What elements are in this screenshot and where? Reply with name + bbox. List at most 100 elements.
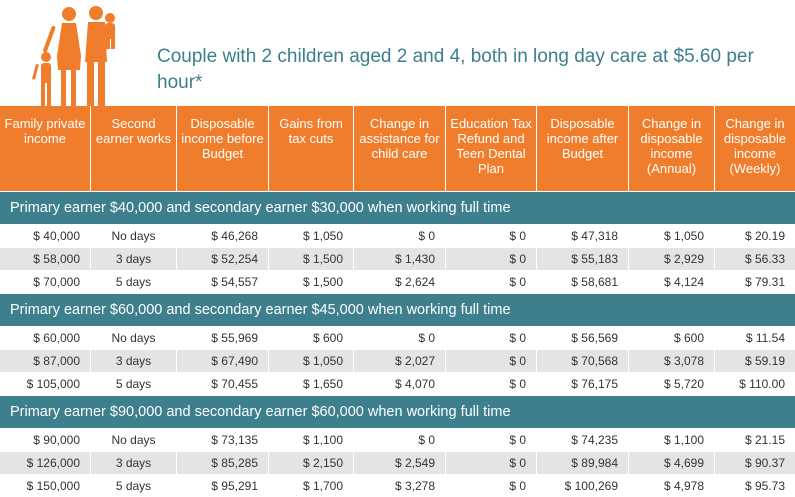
table-cell: $ 0 <box>353 224 445 247</box>
table-cell: $ 1,650 <box>268 372 353 395</box>
table-row: $ 60,000 No days $ 55,969 $ 600 $ 0 $ 0 $ 56,5… <box>0 326 795 349</box>
table-row: $ 150,000 5 days $ 95,291 $ 1,700 $ 3,278 $ 0… <box>0 474 795 497</box>
header-area: Couple with 2 children aged 2 and 4, bot… <box>0 0 795 106</box>
table-cell: $ 55,969 <box>176 326 268 349</box>
table-row: $ 87,000 3 days $ 67,490 $ 1,050 $ 2,027 $ 0 $… <box>0 349 795 372</box>
table-cell: $ 58,681 <box>536 270 628 293</box>
table-cell: $ 105,000 <box>0 372 90 395</box>
table-cell: $ 56,569 <box>536 326 628 349</box>
table-cell: $ 74,235 <box>536 428 628 451</box>
table-cell: $ 79.31 <box>714 270 795 293</box>
table-cell: $ 90.37 <box>714 451 795 474</box>
table-cell: $ 95,291 <box>176 474 268 497</box>
table-cell: $ 4,978 <box>628 474 714 497</box>
col-header: Gains from tax cuts <box>268 106 353 191</box>
table-cell: $ 3,278 <box>353 474 445 497</box>
family-silhouette-icon <box>32 6 115 106</box>
table-cell: $ 59.19 <box>714 349 795 372</box>
col-header: Change in disposable income (Annual) <box>628 106 714 191</box>
table-cell: 5 days <box>90 270 176 293</box>
table-cell: $ 1,500 <box>268 270 353 293</box>
table-cell: $ 110.00 <box>714 372 795 395</box>
table-cell: $ 90,000 <box>0 428 90 451</box>
table-cell: $ 4,124 <box>628 270 714 293</box>
col-header: Second earner works <box>90 106 176 191</box>
table-cell: $ 1,500 <box>268 247 353 270</box>
table-cell: $ 54,557 <box>176 270 268 293</box>
table-cell: $ 1,050 <box>268 224 353 247</box>
table-cell: $ 11.54 <box>714 326 795 349</box>
table-cell: $ 1,430 <box>353 247 445 270</box>
table-cell: $ 56.33 <box>714 247 795 270</box>
table-cell: $ 85,285 <box>176 451 268 474</box>
table-cell: $ 0 <box>445 224 536 247</box>
table-cell: $ 600 <box>628 326 714 349</box>
table-cell: $ 67,490 <box>176 349 268 372</box>
table-cell: $ 55,183 <box>536 247 628 270</box>
table-cell: $ 60,000 <box>0 326 90 349</box>
table-cell: $ 1,700 <box>268 474 353 497</box>
table-cell: $ 46,268 <box>176 224 268 247</box>
table-cell: 3 days <box>90 451 176 474</box>
table-cell: $ 2,027 <box>353 349 445 372</box>
group-header-row: Primary earner $40,000 and secondary ear… <box>0 191 795 224</box>
table-cell: $ 600 <box>268 326 353 349</box>
table-cell: $ 1,050 <box>628 224 714 247</box>
col-header: Family private income <box>0 106 90 191</box>
table-cell: $ 0 <box>445 451 536 474</box>
col-header: Change in disposable income (Weekly) <box>714 106 795 191</box>
table-cell: $ 3,078 <box>628 349 714 372</box>
col-header: Disposable income before Budget <box>176 106 268 191</box>
table-cell: $ 4,699 <box>628 451 714 474</box>
group-header-row: Primary earner $60,000 and secondary ear… <box>0 293 795 326</box>
table-cell: $ 2,929 <box>628 247 714 270</box>
table-cell: $ 1,100 <box>628 428 714 451</box>
table-cell: No days <box>90 224 176 247</box>
table-cell: No days <box>90 326 176 349</box>
table-cell: 5 days <box>90 474 176 497</box>
table-cell: $ 0 <box>445 349 536 372</box>
table-cell: $ 126,000 <box>0 451 90 474</box>
table-cell: 3 days <box>90 349 176 372</box>
table-cell: $ 73,135 <box>176 428 268 451</box>
table-cell: $ 4,070 <box>353 372 445 395</box>
table-cell: $ 52,254 <box>176 247 268 270</box>
table-cell: 3 days <box>90 247 176 270</box>
table-cell: $ 5,720 <box>628 372 714 395</box>
table-row: $ 58,000 3 days $ 52,254 $ 1,500 $ 1,430 $ 0 $… <box>0 247 795 270</box>
table-cell: $ 0 <box>445 247 536 270</box>
table-row: $ 90,000 No days $ 73,135 $ 1,100 $ 0 $ 0 $ 74… <box>0 428 795 451</box>
table-cell: 5 days <box>90 372 176 395</box>
table-cell: $ 0 <box>353 326 445 349</box>
table-row: $ 126,000 3 days $ 85,285 $ 2,150 $ 2,549 $ 0… <box>0 451 795 474</box>
table-cell: $ 2,549 <box>353 451 445 474</box>
table-cell: $ 40,000 <box>0 224 90 247</box>
table-cell: $ 2,624 <box>353 270 445 293</box>
page-title: Couple with 2 children aged 2 and 4, bot… <box>157 46 754 93</box>
table-cell: $ 70,455 <box>176 372 268 395</box>
table-cell: $ 100,269 <box>536 474 628 497</box>
group-label: Primary earner $90,000 and secondary ear… <box>0 395 795 428</box>
table-cell: $ 1,050 <box>268 349 353 372</box>
group-label: Primary earner $40,000 and secondary ear… <box>0 191 795 224</box>
budget-table: Family private income Second earner work… <box>0 106 795 497</box>
table-cell: $ 87,000 <box>0 349 90 372</box>
col-header: Disposable income after Budget <box>536 106 628 191</box>
table-cell: $ 89,984 <box>536 451 628 474</box>
table-cell: $ 58,000 <box>0 247 90 270</box>
table-cell: $ 0 <box>445 270 536 293</box>
table-cell: No days <box>90 428 176 451</box>
group-header-row: Primary earner $90,000 and secondary ear… <box>0 395 795 428</box>
table-cell: $ 20.19 <box>714 224 795 247</box>
group-label: Primary earner $60,000 and secondary ear… <box>0 293 795 326</box>
table-cell: $ 0 <box>445 372 536 395</box>
table-cell: $ 0 <box>353 428 445 451</box>
table-cell: $ 47,318 <box>536 224 628 247</box>
table-row: $ 105,000 5 days $ 70,455 $ 1,650 $ 4,070 $ 0… <box>0 372 795 395</box>
table-cell: $ 0 <box>445 326 536 349</box>
table-cell: $ 70,568 <box>536 349 628 372</box>
table-header-row: Family private income Second earner work… <box>0 106 795 191</box>
table-cell: $ 2,150 <box>268 451 353 474</box>
table-cell: $ 70,000 <box>0 270 90 293</box>
table-cell: $ 21.15 <box>714 428 795 451</box>
